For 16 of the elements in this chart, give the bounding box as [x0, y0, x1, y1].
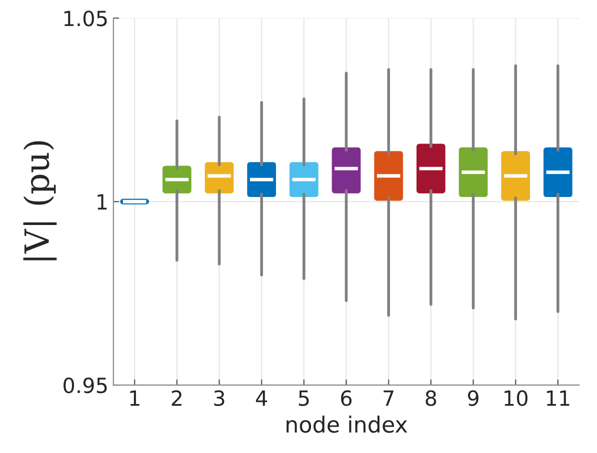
x-tick-label: 9 [468, 390, 478, 406]
x-tick-label: 6 [341, 390, 352, 406]
x-tick-label: 7 [384, 390, 394, 406]
x-axis-title: node index [286, 416, 408, 433]
y-axis-title: |V| (pu) [23, 141, 57, 260]
x-tick-label: 3 [214, 390, 224, 406]
x-tick-label: 8 [426, 390, 436, 406]
y-tick-label: 0.95 [64, 378, 107, 394]
x-tick-label: 1 [130, 390, 140, 406]
x-tick-label: 10 [504, 390, 528, 406]
x-tick-label: 4 [256, 390, 268, 406]
y-tick-label: 1 [98, 194, 107, 210]
x-tick-label: 2 [172, 390, 182, 406]
x-tick-label: 5 [298, 390, 309, 406]
x-tick-label: 11 [546, 390, 570, 406]
y-tick-label: 1.05 [64, 10, 107, 26]
